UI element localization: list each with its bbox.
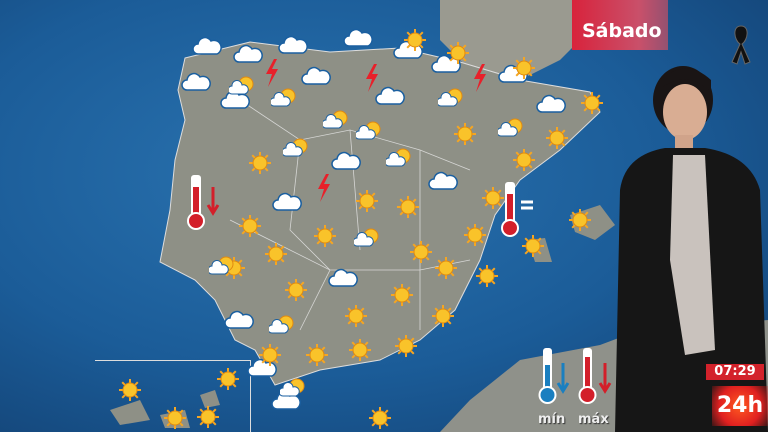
sun-icon xyxy=(368,406,392,432)
sun-icon xyxy=(284,278,308,306)
presenter xyxy=(615,66,768,432)
sun-cloud-icon xyxy=(321,108,351,136)
sun-icon xyxy=(396,195,420,223)
sun-icon xyxy=(481,186,505,214)
sun-icon xyxy=(163,406,187,432)
sun-cloud-icon xyxy=(207,254,237,282)
storm-icon xyxy=(264,59,280,91)
clock: 07:29 xyxy=(706,364,764,380)
cloud-icon xyxy=(431,54,461,78)
sun-cloud-icon xyxy=(278,376,308,404)
canary-inset-border xyxy=(250,360,251,432)
sun-icon xyxy=(394,334,418,362)
sun-icon xyxy=(264,242,288,270)
temperature-legend xyxy=(538,348,612,404)
cloud-icon xyxy=(233,44,263,68)
cloud-icon xyxy=(224,310,254,334)
sun-icon xyxy=(355,189,379,217)
sun-icon xyxy=(512,148,536,176)
sun-icon xyxy=(521,234,545,262)
arrow-down-icon xyxy=(556,363,570,394)
cloud-icon xyxy=(192,36,222,60)
sun-icon xyxy=(446,41,470,69)
sun-cloud-icon xyxy=(384,146,414,174)
cloud-icon xyxy=(301,66,331,90)
sun-icon xyxy=(216,367,240,395)
sun-icon xyxy=(313,224,337,252)
sun-icon xyxy=(390,283,414,311)
sun-cloud-icon xyxy=(354,119,384,147)
max-label: máx xyxy=(578,412,609,427)
sun-cloud-icon xyxy=(496,116,526,144)
storm-icon xyxy=(364,64,380,96)
thermometer-max-icon xyxy=(578,348,597,404)
sun-icon xyxy=(434,256,458,284)
thermometer-icon xyxy=(183,173,223,237)
sun-icon xyxy=(344,304,368,332)
sun-cloud-icon xyxy=(267,313,297,341)
day-banner: Sábado xyxy=(572,0,668,50)
cloud-icon xyxy=(375,86,405,110)
canary-islands xyxy=(110,390,220,428)
sun-icon xyxy=(305,343,329,371)
day-label: Sábado xyxy=(582,20,662,42)
storm-icon xyxy=(472,64,488,96)
sun-icon xyxy=(248,151,272,179)
black-ribbon-icon xyxy=(731,25,751,65)
channel-logo: 24h xyxy=(712,386,768,426)
canary-inset-border xyxy=(95,360,250,361)
cloud-icon xyxy=(428,171,458,195)
sun-icon xyxy=(568,208,592,236)
sun-icon xyxy=(431,304,455,332)
sun-cloud-icon xyxy=(281,136,311,164)
sun-icon xyxy=(580,91,604,119)
cloud-icon xyxy=(343,28,373,52)
france-land xyxy=(440,0,580,80)
sun-icon xyxy=(545,126,569,154)
sun-icon xyxy=(475,264,499,292)
sun-cloud-icon xyxy=(436,86,466,114)
sun-icon xyxy=(118,378,142,406)
cloud-icon xyxy=(536,94,566,118)
cloud-icon xyxy=(272,192,302,216)
region-borders xyxy=(229,99,471,331)
min-label: mín xyxy=(538,412,566,427)
sun-cloud-icon xyxy=(352,226,382,254)
sun-icon xyxy=(238,214,262,242)
sun-icon xyxy=(453,122,477,150)
cloud-icon xyxy=(331,151,361,175)
thermometer-min-icon xyxy=(538,348,557,404)
cloud-icon xyxy=(181,72,211,96)
sun-icon xyxy=(463,223,487,251)
sun-icon xyxy=(348,338,372,366)
sun-cloud-icon xyxy=(227,74,257,102)
cloud-icon xyxy=(328,268,358,292)
sun-icon xyxy=(258,343,282,371)
thermometer-icon xyxy=(497,180,537,244)
sun-icon xyxy=(196,405,220,432)
cloud-icon xyxy=(278,35,308,59)
sun-cloud-icon xyxy=(269,86,299,114)
arrow-down-icon xyxy=(598,363,612,394)
sun-icon xyxy=(403,28,427,56)
storm-icon xyxy=(316,174,332,206)
sun-icon xyxy=(512,56,536,84)
sun-icon xyxy=(409,240,433,268)
